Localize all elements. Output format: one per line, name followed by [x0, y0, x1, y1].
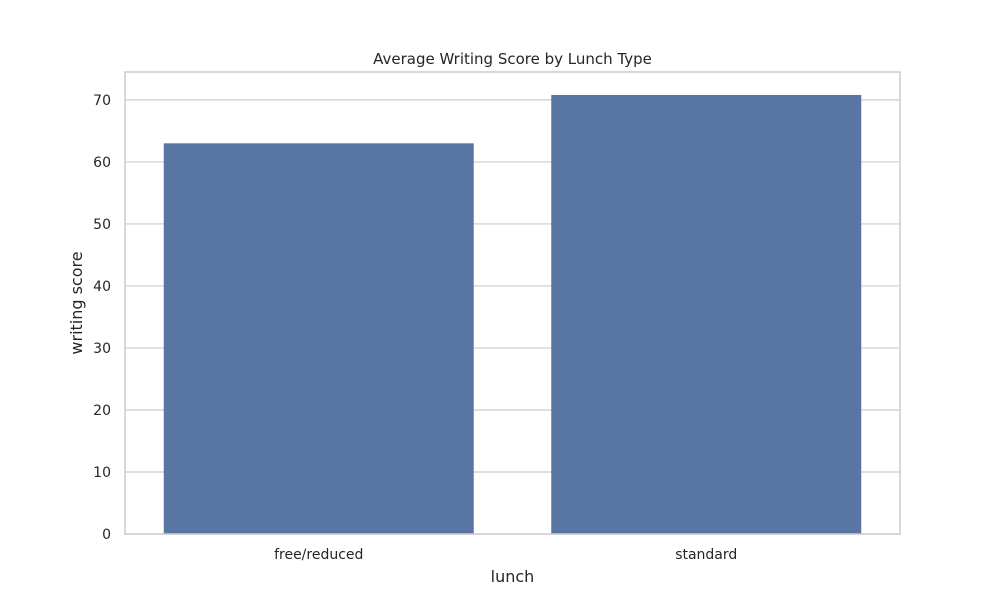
bar-free-reduced	[163, 143, 474, 534]
y-tick-label: 60	[93, 155, 111, 171]
y-tick-label: 50	[93, 217, 111, 233]
x-tick-labels: free/reduced standard	[274, 547, 737, 563]
y-tick-label: 20	[93, 403, 111, 419]
chart-title: Average Writing Score by Lunch Type	[373, 50, 652, 68]
y-tick-label: 30	[93, 341, 111, 357]
y-tick-label: 0	[102, 527, 111, 543]
y-tick-label: 70	[93, 93, 111, 109]
y-tick-label: 40	[93, 279, 111, 295]
y-tick-label: 10	[93, 465, 111, 481]
bars	[163, 94, 862, 534]
plot-frame	[124, 71, 901, 535]
bar-standard	[551, 94, 862, 534]
x-tick-label: free/reduced	[274, 547, 363, 563]
x-tick-label: standard	[675, 547, 737, 563]
y-axis-label: writing score	[67, 251, 86, 354]
x-axis-label: lunch	[491, 567, 535, 586]
y-tick-labels: 0 10 20 30 40 50 60 70	[93, 93, 111, 543]
